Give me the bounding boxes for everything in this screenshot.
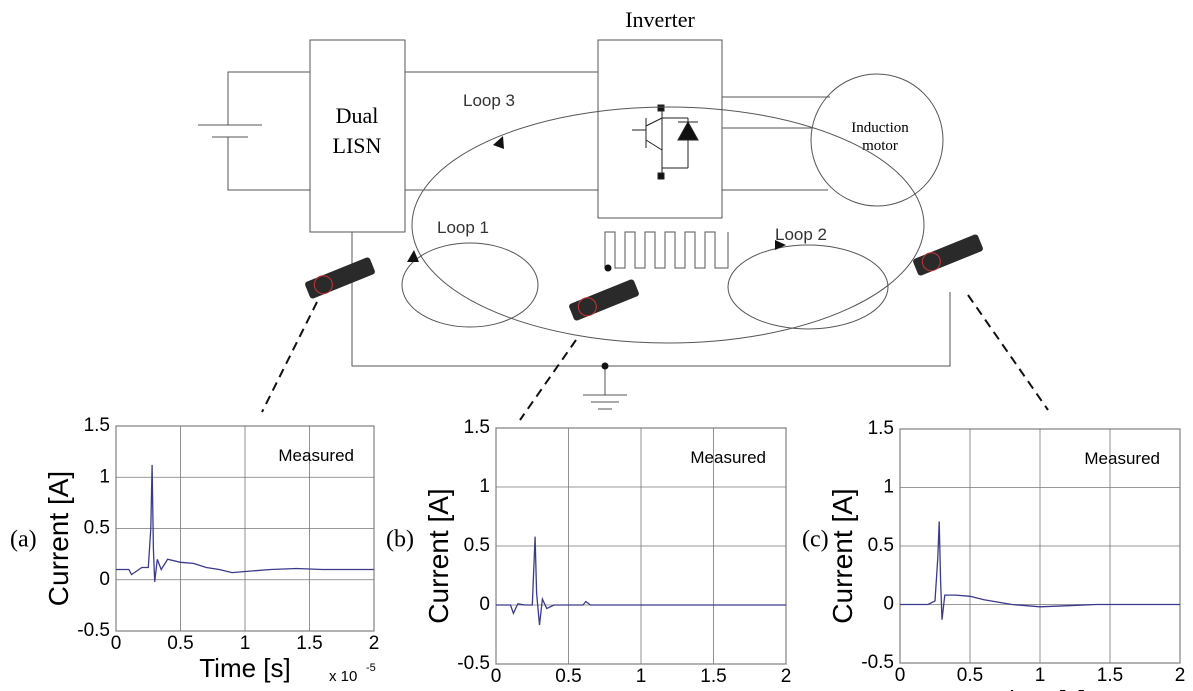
circuit: Dual LISN Inverter Induction motor Loop … bbox=[198, 7, 1048, 420]
switch-symbol bbox=[632, 105, 698, 179]
y-tick-label: 1 bbox=[479, 476, 490, 497]
motor-label: motor bbox=[862, 138, 898, 154]
y-axis-label: Current [A] bbox=[827, 488, 858, 623]
y-tick-label: 1.5 bbox=[464, 417, 490, 438]
loop-arrow bbox=[407, 250, 419, 262]
x-tick-label: 1.5 bbox=[296, 633, 322, 654]
loop-1 bbox=[402, 243, 538, 327]
x-tick-label: 0 bbox=[491, 666, 502, 687]
x-tick-label: 1 bbox=[1035, 665, 1046, 686]
y-tick-label: 0.5 bbox=[464, 535, 490, 556]
y-axis-label: Current [A] bbox=[43, 471, 74, 606]
panel-label: (b) bbox=[386, 527, 414, 553]
x-tick-label: 2 bbox=[1175, 665, 1186, 686]
y-tick-label: 0.5 bbox=[868, 535, 894, 556]
x-tick-label: 0.5 bbox=[957, 665, 983, 686]
x-tick-label: 0 bbox=[895, 665, 906, 686]
current-probe bbox=[912, 234, 984, 277]
loop-label: Loop 1 bbox=[437, 218, 489, 237]
pwm-waveform bbox=[605, 232, 728, 268]
x-tick-label: 0.5 bbox=[555, 666, 581, 687]
annotation: Measured bbox=[690, 448, 766, 467]
x-tick-label: 0.5 bbox=[167, 633, 193, 654]
inverter-label: Inverter bbox=[625, 7, 695, 32]
x-axis-label: Time [s] bbox=[994, 685, 1085, 691]
wire bbox=[228, 72, 310, 125]
current-probe bbox=[304, 257, 376, 300]
node bbox=[605, 265, 612, 272]
y-tick-label: -0.5 bbox=[77, 620, 110, 641]
y-tick-label: -0.5 bbox=[861, 652, 894, 673]
x-multiplier: x 10 bbox=[329, 668, 357, 685]
x-axis-label: Time [s] bbox=[199, 653, 290, 683]
annotation: Measured bbox=[1084, 449, 1160, 468]
wire bbox=[352, 232, 950, 366]
callout-line bbox=[520, 340, 576, 420]
lisn-label: LISN bbox=[333, 133, 382, 158]
loop-2 bbox=[728, 245, 888, 329]
y-tick-label: -0.5 bbox=[457, 653, 490, 674]
current-probe bbox=[568, 279, 640, 322]
x-tick-label: 1.5 bbox=[700, 666, 726, 687]
panel-label: (c) bbox=[802, 527, 829, 553]
x-axis-label: Time [s] bbox=[595, 686, 686, 691]
x-tick-label: 2 bbox=[369, 633, 380, 654]
y-tick-label: 1.5 bbox=[868, 418, 894, 439]
x-tick-label: 0 bbox=[111, 633, 122, 654]
motor-label: Induction bbox=[851, 120, 909, 136]
x-tick-label: 1 bbox=[636, 666, 647, 687]
node bbox=[602, 363, 609, 370]
figure: Dual LISN Inverter Induction motor Loop … bbox=[0, 0, 1193, 691]
inverter-box bbox=[598, 40, 722, 218]
wire bbox=[228, 137, 310, 190]
loop-label: Loop 2 bbox=[775, 225, 827, 244]
lisn-label: Dual bbox=[336, 103, 379, 128]
y-tick-label: 1.5 bbox=[84, 415, 110, 436]
x-tick-label: 1 bbox=[240, 633, 251, 654]
y-tick-label: 0 bbox=[479, 594, 490, 615]
y-tick-label: 0.5 bbox=[84, 518, 110, 539]
x-tick-label: 1.5 bbox=[1097, 665, 1123, 686]
annotation: Measured bbox=[278, 446, 354, 465]
y-tick-label: 0 bbox=[883, 594, 894, 615]
panel-label: (a) bbox=[10, 527, 37, 553]
loop-label: Loop 3 bbox=[463, 91, 515, 110]
x-multiplier-exponent: -5 bbox=[366, 662, 376, 674]
y-tick-label: 0 bbox=[99, 569, 110, 590]
callout-line bbox=[968, 295, 1048, 410]
x-tick-label: 2 bbox=[781, 666, 792, 687]
y-tick-label: 1 bbox=[99, 466, 110, 487]
y-axis-label: Current [A] bbox=[423, 488, 454, 623]
y-tick-label: 1 bbox=[883, 477, 894, 498]
callout-line bbox=[262, 302, 317, 412]
